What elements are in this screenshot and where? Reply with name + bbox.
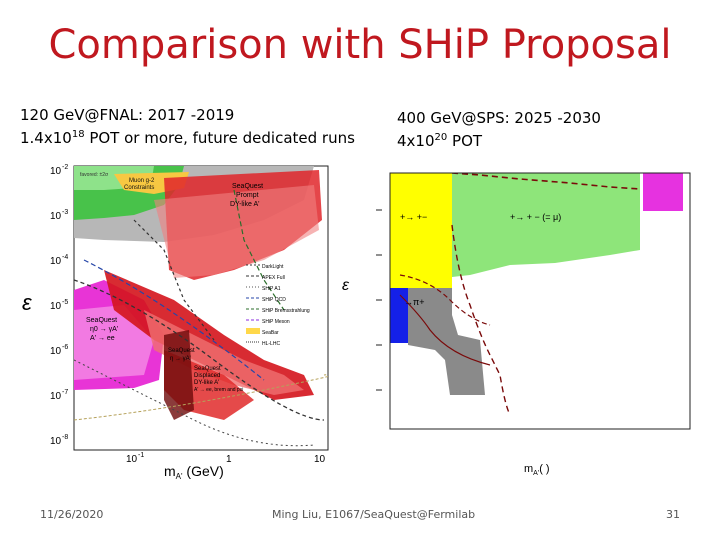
left-y-ticks: 10 -2 10 -3 10 -4 10 -5 10 -6 10 -7 10 -8 <box>50 164 68 447</box>
svg-text:-3: -3 <box>62 209 68 216</box>
svg-text:-7: -7 <box>62 389 68 396</box>
right-caption: 400 GeV@SPS: 2025 -2030 4x1020 POT <box>397 109 601 151</box>
footer-page-number: 31 <box>666 508 680 521</box>
left-x-axis-label: mA' (GeV) <box>164 463 224 481</box>
svg-text:Prompt: Prompt <box>236 192 259 199</box>
svg-text:APEX Full: APEX Full <box>262 275 285 281</box>
svg-text:A' → ee, brem and psi: A' → ee, brem and psi <box>194 387 243 393</box>
svg-text:-5: -5 <box>62 299 68 306</box>
left-caption-line1: 120 GeV@FNAL: 2017 -2019 <box>20 106 235 124</box>
svg-text:10: 10 <box>126 454 138 465</box>
magenta-region <box>643 173 683 211</box>
footer-date: 11/26/2020 <box>40 508 104 521</box>
right-y-axis-label: ε <box>342 277 350 294</box>
left-caption-line2: 1.4x1018 POT or more, future dedicated r… <box>20 129 355 147</box>
svg-text:η0 → γA': η0 → γA' <box>90 326 118 333</box>
slide-title: Comparison with SHiP Proposal <box>48 22 672 68</box>
svg-text:10: 10 <box>314 454 326 465</box>
left-caption: 120 GeV@FNAL: 2017 -2019 1.4x1018 POT or… <box>20 106 355 148</box>
left-x-ticks: 10 -1 1 10 <box>126 452 326 465</box>
svg-text:SHiP QCD: SHiP QCD <box>262 297 286 303</box>
svg-text:10: 10 <box>50 436 62 447</box>
svg-text:η → γA': η → γA' <box>170 356 191 362</box>
right-y-ticks <box>376 209 382 391</box>
right-caption-line1: 400 GeV@SPS: 2025 -2030 <box>397 109 601 127</box>
svg-text:DY-like A': DY-like A' <box>194 380 219 386</box>
svg-text:-2: -2 <box>62 164 68 171</box>
svg-text:HL-LHC: HL-LHC <box>262 341 280 347</box>
svg-text:SHiP Meson: SHiP Meson <box>262 319 290 325</box>
svg-text:Displaced: Displaced <box>194 373 220 379</box>
svg-text:Constraints: Constraints <box>124 185 154 191</box>
green-exclusion <box>452 173 640 277</box>
svg-text:+→ +−: +→ +− <box>400 212 427 222</box>
svg-text:SeaQuest: SeaQuest <box>86 317 117 324</box>
yellow-region <box>390 173 452 288</box>
left-plot: 10 -2 10 -3 10 -4 10 -5 10 -6 10 -7 10 -8 ε 10-… <box>22 164 329 481</box>
svg-text:SeaQuest: SeaQuest <box>232 183 263 190</box>
right-caption-line2: 4x1020 POT <box>397 132 483 150</box>
svg-text:SeaQuest: SeaQuest <box>168 348 195 354</box>
svg-text:DarkLight: DarkLight <box>262 264 284 270</box>
right-x-axis-label: mA'( ) <box>524 463 550 477</box>
svg-text:SHiP Bremsstrahlung: SHiP Bremsstrahlung <box>262 308 310 314</box>
svg-text:SHiP A1: SHiP A1 <box>262 286 281 292</box>
svg-text:Muon g-2: Muon g-2 <box>129 178 155 184</box>
svg-text:10: 10 <box>50 346 62 357</box>
left-legend: DarkLight APEX Full SHiP A1 SHiP QCD SHi… <box>246 264 310 347</box>
blue-region <box>390 288 408 343</box>
svg-text:10: 10 <box>50 256 62 267</box>
svg-text:DY-like A': DY-like A' <box>230 201 259 208</box>
svg-text:-1: -1 <box>138 452 144 459</box>
svg-text:→π+: →π+ <box>404 297 424 307</box>
svg-text:10: 10 <box>50 391 62 402</box>
svg-text:10: 10 <box>50 301 62 312</box>
svg-text:+→ + − (= μ): +→ + − (= μ) <box>510 212 561 222</box>
svg-text:10: 10 <box>50 211 62 222</box>
right-plot: ε +→ +− +→ + − (= μ) →π+ mA'( ) <box>342 172 710 477</box>
svg-text:-6: -6 <box>62 344 68 351</box>
svg-text:SeaQuest: SeaQuest <box>194 366 221 372</box>
left-y-axis-label: ε <box>22 290 32 315</box>
svg-text:favored: ±2σ: favored: ±2σ <box>80 172 109 178</box>
footer-center: Ming Liu, E1067/SeaQuest@Fermilab <box>272 508 476 521</box>
svg-text:10: 10 <box>50 166 62 177</box>
grey-region <box>408 288 485 395</box>
svg-text:-4: -4 <box>62 254 68 261</box>
svg-text:-8: -8 <box>62 434 68 441</box>
svg-text:SeaBar: SeaBar <box>262 330 279 336</box>
svg-text:A' → ee: A' → ee <box>90 335 115 342</box>
svg-text:1: 1 <box>226 454 232 465</box>
